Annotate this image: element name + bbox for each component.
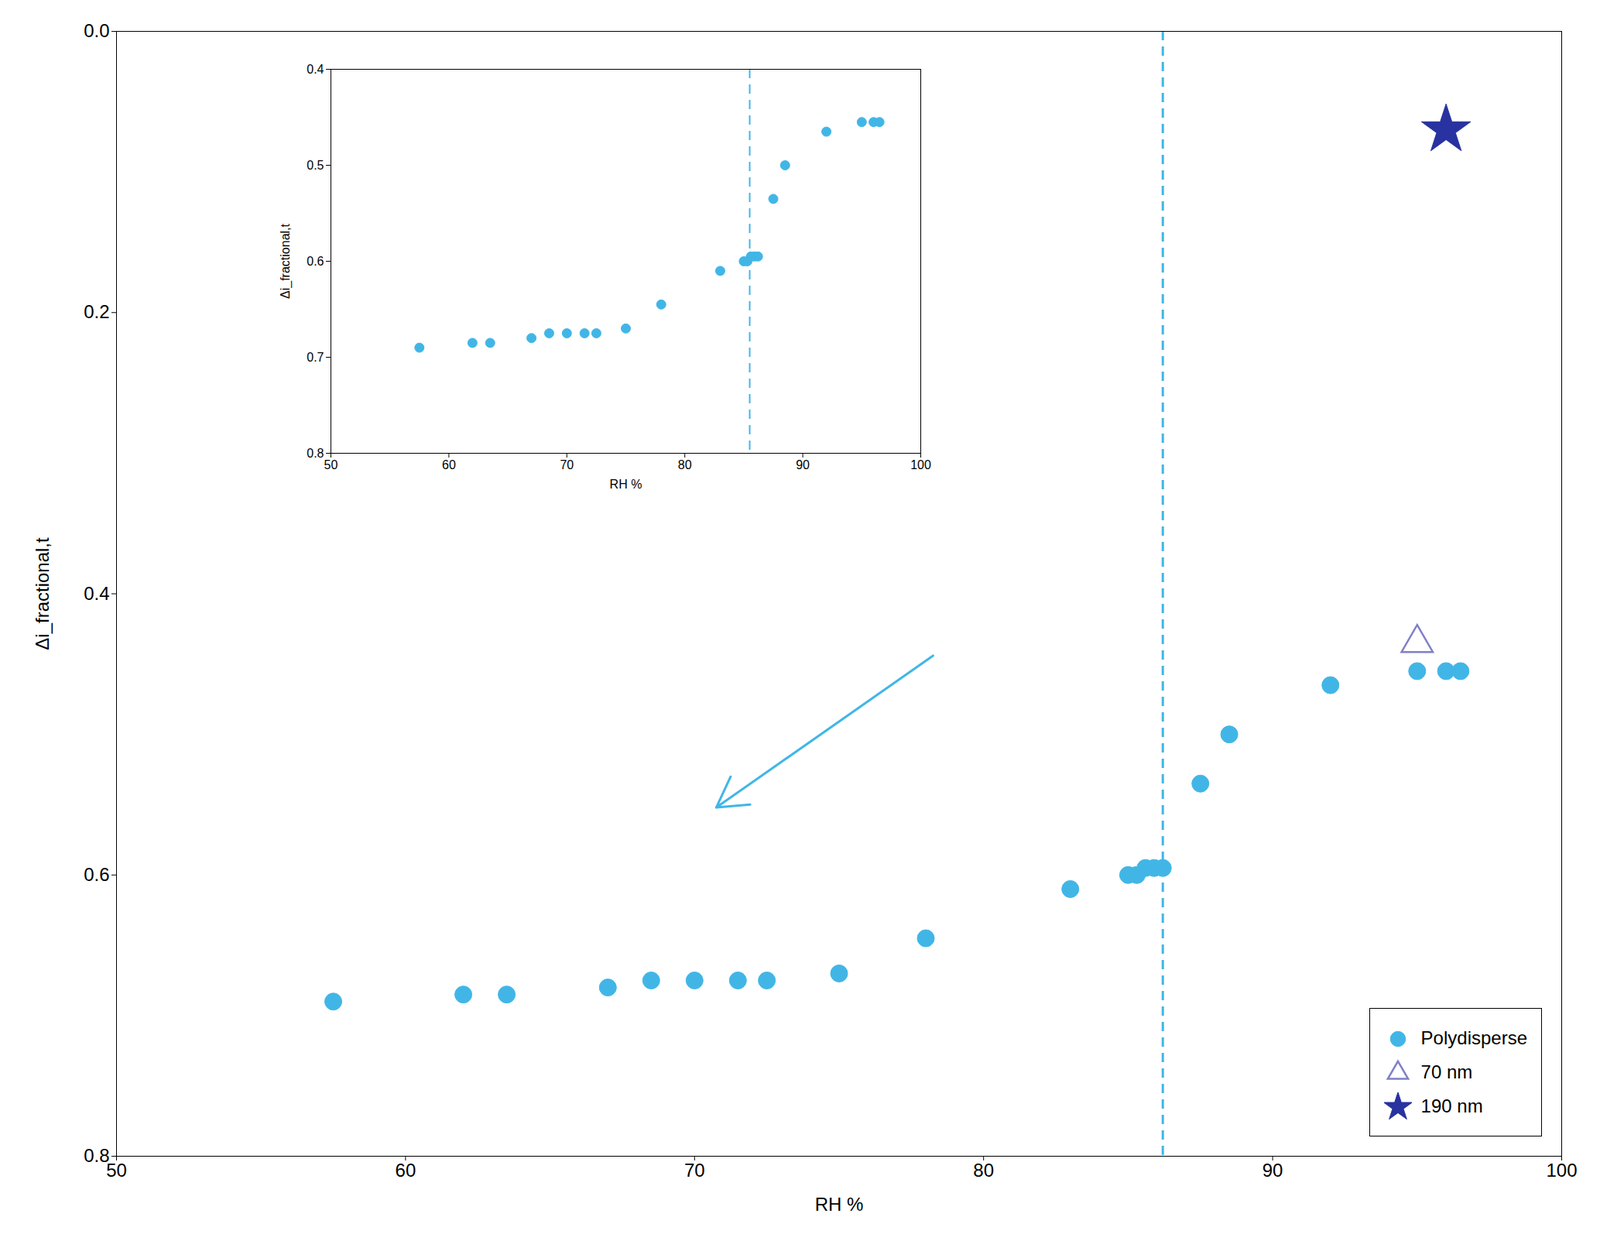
svg-text:0.4: 0.4 [306, 62, 324, 76]
svg-text:Δi_fractional,t: Δi_fractional,t [278, 223, 293, 300]
svg-text:0.2: 0.2 [83, 301, 110, 323]
svg-text:50: 50 [323, 458, 338, 472]
svg-text:Δi_fractional,t: Δi_fractional,t [31, 537, 53, 651]
svg-text:70: 70 [559, 458, 574, 472]
svg-text:0.8: 0.8 [83, 1145, 110, 1166]
svg-text:RH %: RH % [609, 477, 642, 491]
svg-text:0.0: 0.0 [83, 20, 110, 42]
html-text:190 nm: 190 nm [1420, 1095, 1483, 1117]
svg-text:0.5: 0.5 [306, 158, 324, 172]
svg-text:80: 80 [677, 458, 692, 472]
svg-text:0.6: 0.6 [83, 863, 110, 885]
svg-text:70: 70 [684, 1159, 706, 1181]
svg-text:100: 100 [1545, 1159, 1577, 1181]
svg-text:0.6: 0.6 [306, 254, 324, 268]
svg-text:0.8: 0.8 [306, 446, 324, 460]
svg-text:RH %: RH % [815, 1193, 864, 1215]
html-text:Polydisperse: Polydisperse [1420, 1027, 1528, 1049]
svg-text:90: 90 [1262, 1159, 1284, 1181]
svg-text:100: 100 [910, 458, 932, 472]
html-text:70 nm: 70 nm [1420, 1061, 1473, 1083]
svg-text:60: 60 [395, 1159, 417, 1181]
svg-text:80: 80 [973, 1159, 994, 1181]
svg-text:0.7: 0.7 [306, 350, 324, 364]
svg-text:90: 90 [795, 458, 810, 472]
svg-text:50: 50 [106, 1159, 127, 1181]
svg-text:0.4: 0.4 [83, 582, 110, 604]
svg-text:60: 60 [441, 458, 456, 472]
